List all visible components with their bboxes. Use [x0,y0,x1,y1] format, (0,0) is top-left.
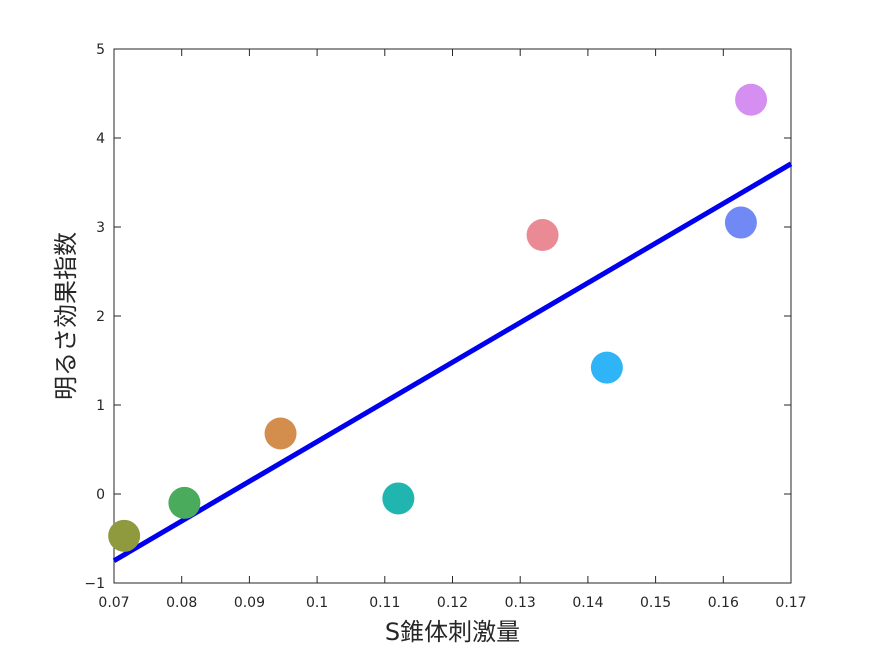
x-tick-label: 0.13 [505,595,536,611]
y-tick-label: 4 [96,131,105,147]
y-axis-label: 明るさ効果指数 [52,232,80,400]
data-points [108,83,768,552]
data-point [108,519,141,552]
x-tick-label: 0.07 [98,595,129,611]
y-tick-label: 1 [96,398,105,414]
data-point [735,83,768,116]
y-tick-label: 5 [96,42,105,58]
x-tick-label: 0.12 [437,595,468,611]
x-tick-label: 0.15 [640,595,671,611]
y-tick-label: −1 [84,576,105,592]
x-tick-label: 0.1 [306,595,328,611]
axis-ticks: 0.07 0.08 0.09 0.1 0.11 0.12 0.13 0.14 0.15 0.16 0… [84,42,806,611]
fit-line-layer [112,161,793,563]
x-tick-label: 0.09 [234,595,265,611]
data-point [264,417,297,450]
x-tick-label: 0.11 [369,595,400,611]
data-point [724,206,757,239]
x-axis-label: S錐体刺激量 [385,618,520,646]
y-tick-label: 2 [96,309,105,325]
data-point [168,486,201,519]
regression-line [112,161,793,563]
x-tick-label: 0.14 [572,595,603,611]
x-tick-label: 0.17 [775,595,806,611]
y-tick-label: 3 [96,220,105,236]
data-point [590,351,623,384]
data-point [526,219,559,252]
y-tick-label: 0 [96,487,105,503]
data-point [382,482,415,515]
x-tick-label: 0.16 [708,595,739,611]
x-tick-label: 0.08 [166,595,197,611]
